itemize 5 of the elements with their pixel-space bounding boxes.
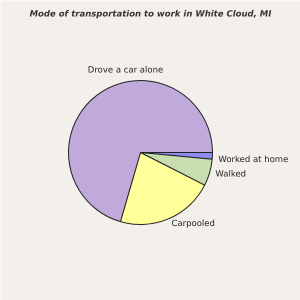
slice-label: Walked xyxy=(215,169,246,180)
slice-label: Carpooled xyxy=(171,219,215,230)
slice-label: Drove a car alone xyxy=(88,66,164,76)
slice-label: Worked at home xyxy=(218,155,288,166)
chart-title: Mode of transportation to work in White Cloud, MI xyxy=(30,10,272,20)
